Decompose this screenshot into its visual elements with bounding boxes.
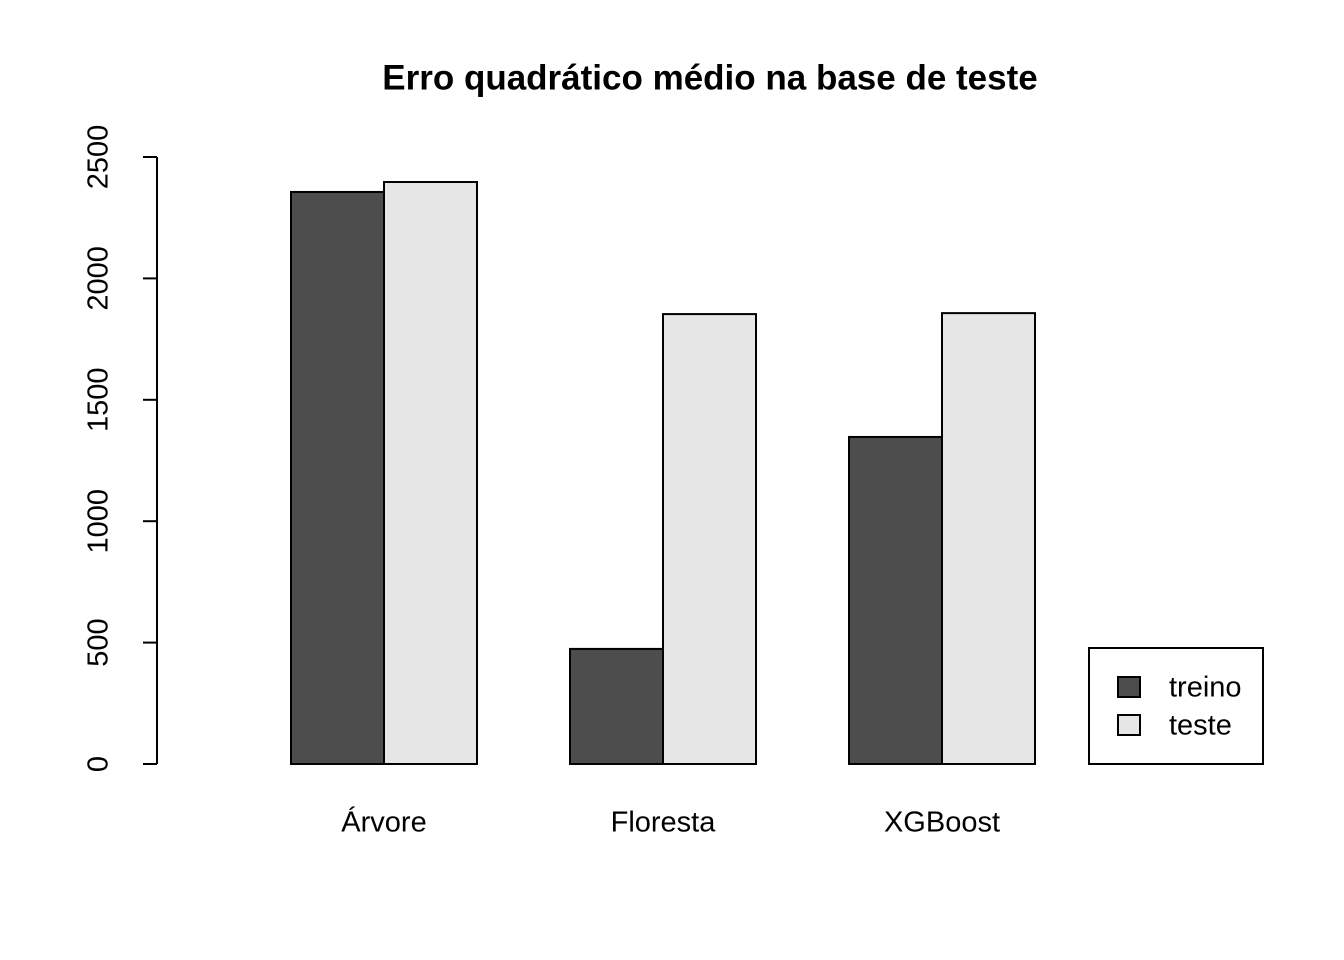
- y-tick-label: 1000: [83, 489, 115, 554]
- y-tick-label: 0: [83, 756, 115, 772]
- chart-title: Erro quadrático médio na base de teste: [382, 58, 1037, 97]
- legend-swatch: [1117, 676, 1141, 698]
- x-tick-label: XGBoost: [884, 807, 1000, 839]
- legend-label: treino: [1169, 672, 1242, 704]
- bar: [290, 190, 385, 765]
- bar: [662, 313, 757, 765]
- bar: [569, 647, 664, 765]
- bar: [383, 181, 478, 765]
- y-tick-label: 500: [83, 618, 115, 666]
- y-tick-label: 2500: [83, 125, 115, 190]
- bar: [848, 435, 943, 765]
- y-tick-label: 2000: [83, 246, 115, 311]
- bar: [941, 312, 1036, 765]
- legend-label: teste: [1169, 710, 1232, 742]
- y-tick-label: 1500: [83, 368, 115, 433]
- x-tick-label: Floresta: [611, 807, 717, 839]
- legend-box: [1088, 647, 1264, 765]
- legend-swatch: [1117, 714, 1141, 736]
- x-tick-label: Árvore: [341, 806, 426, 839]
